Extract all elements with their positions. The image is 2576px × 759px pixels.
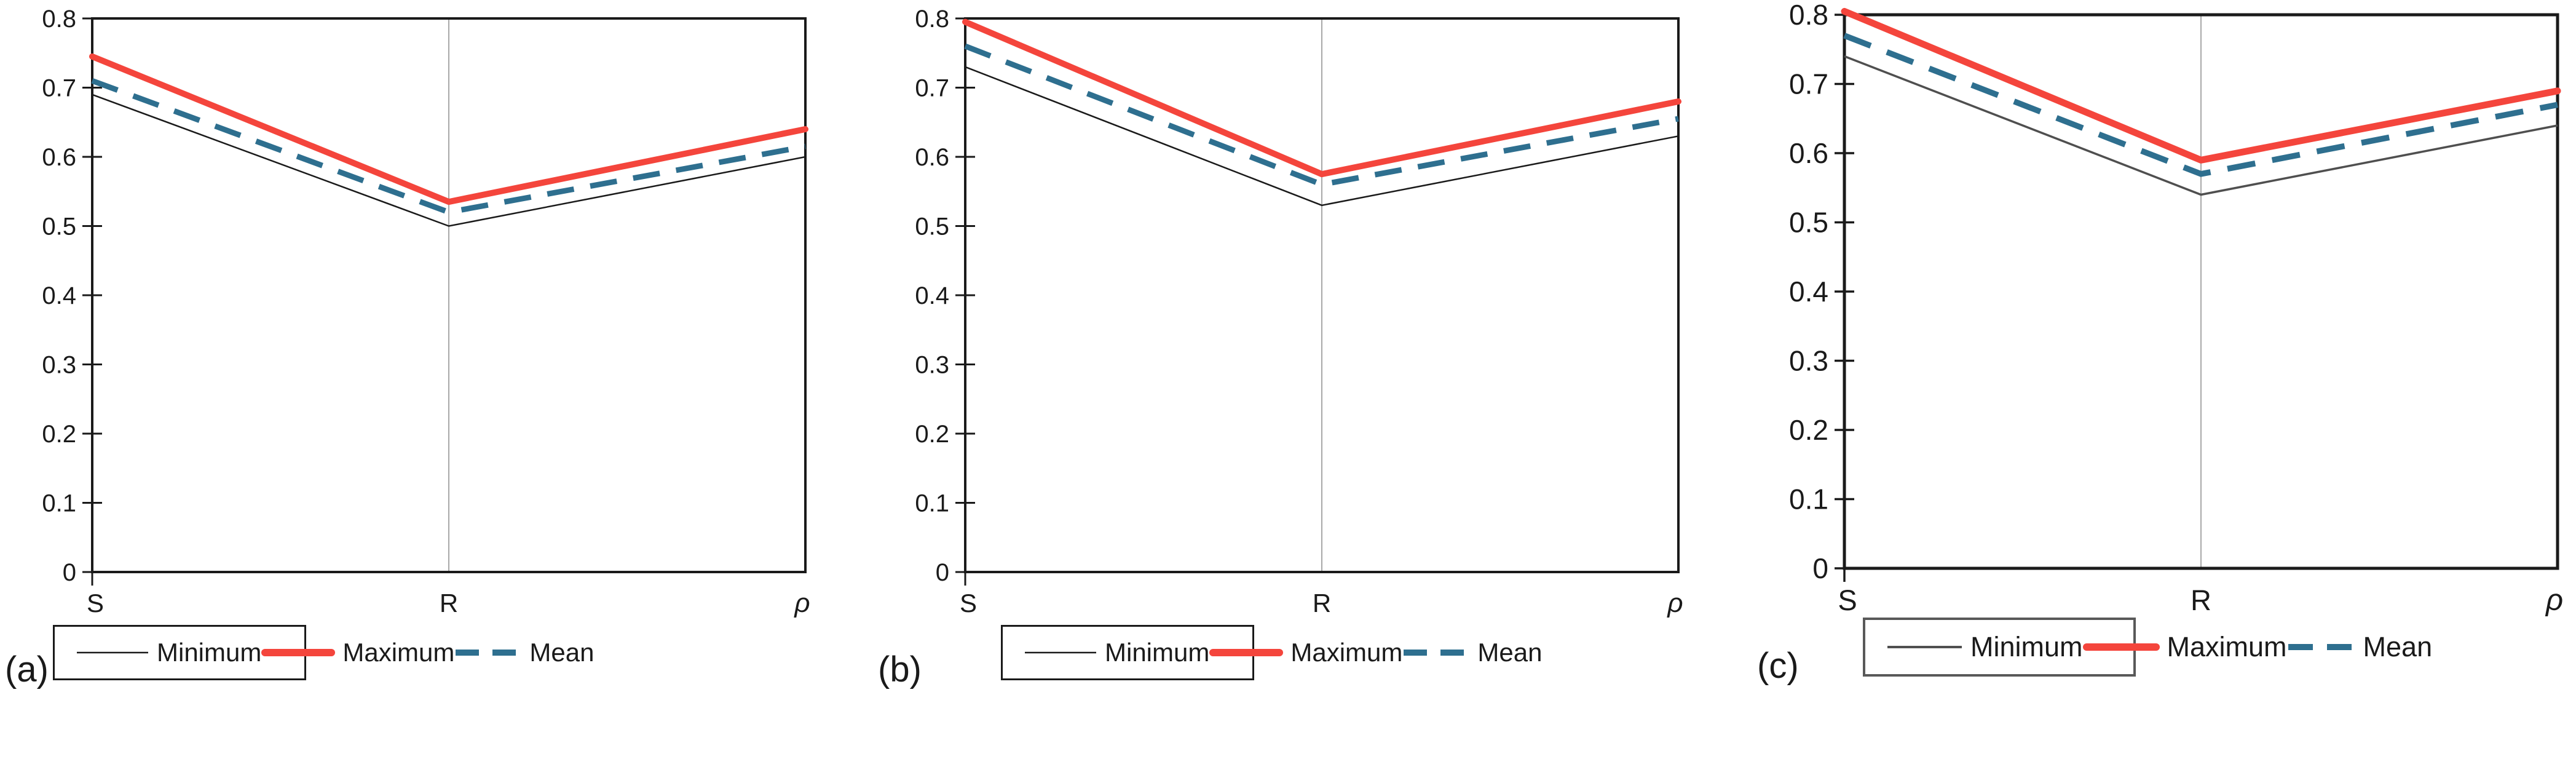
y-tick-label: 0.5 [915, 213, 949, 240]
y-tick-label: 0.6 [42, 144, 76, 171]
maximum-line-sample-icon [261, 649, 336, 656]
y-tick-label: 0.2 [915, 421, 949, 448]
legend-label-maximum: Maximum [342, 638, 455, 667]
y-tick-label: 0.8 [1789, 0, 1828, 31]
legend-entry-mean: Mean [1402, 638, 1542, 667]
chart-a-canvas: 0.8 0.7 0.6 0.5 0.4 0.3 0.2 0.1 0 S R ρ [42, 6, 810, 618]
maximum-line-sample-icon [2082, 643, 2160, 651]
legend-entry-minimum: Minimum [76, 638, 261, 667]
mean-line [964, 43, 1679, 188]
legend-entry-mean: Mean [2287, 631, 2433, 663]
y-tick-marks [82, 17, 102, 586]
chart-c-canvas: 0.8 0.7 0.6 0.5 0.4 0.3 0.2 0.1 0 S R ρ [1789, 0, 2563, 617]
legend-entry-minimum: Minimum [1024, 638, 1209, 667]
minimum-line-sample-icon [1887, 646, 1962, 648]
maximum-line [89, 53, 808, 205]
legend-entry-maximum: Maximum [2082, 631, 2287, 663]
y-tick-label: 0.7 [915, 75, 949, 102]
x-label-rho: ρ [1666, 588, 1683, 618]
minimum-line-sample-icon [77, 651, 148, 654]
y-tick-label: 0.1 [42, 490, 76, 517]
chart-b-canvas: 0.8 0.7 0.6 0.5 0.4 0.3 0.2 0.1 0 S R ρ [915, 6, 1683, 618]
mean-line-sample-icon [2288, 644, 2355, 650]
legend-entry-minimum: Minimum [1886, 631, 2083, 663]
x-label-s: S [960, 589, 977, 618]
mean-line-sample-icon [456, 650, 521, 656]
y-tick-label: 0.3 [1789, 345, 1828, 377]
y-tick-label: 0.8 [915, 6, 949, 33]
legend-row-a: (a) Minimum Maximum Mean [0, 625, 594, 689]
y-tick-label: 0.4 [42, 282, 76, 309]
legend-box-c: Minimum Maximum Mean [1863, 618, 2432, 677]
legend-entry-maximum: Maximum [1209, 638, 1402, 667]
y-tick-label: 0.1 [915, 490, 949, 517]
legend-label-mean: Mean [2363, 631, 2433, 662]
y-tick-label: 0.2 [1789, 414, 1828, 446]
legend-box-a: Minimum Maximum Mean [53, 625, 594, 680]
legend-label-maximum: Maximum [1290, 638, 1403, 667]
minimum-line-sample-icon [1025, 651, 1096, 654]
x-label-r: R [1313, 589, 1331, 618]
y-tick-label: 0 [936, 559, 949, 586]
x-label-rho: ρ [793, 588, 810, 618]
x-label-s: S [1838, 584, 1857, 616]
panel-c: 0.8 0.7 0.6 0.5 0.4 0.3 0.2 0.1 0 S R ρ … [1752, 0, 2576, 755]
legend-box-b: Minimum Maximum Mean [1001, 625, 1542, 680]
x-label-r: R [2191, 584, 2211, 616]
minimum-line [92, 93, 806, 227]
panel-caption-b: (b) [878, 650, 922, 689]
y-tick-label: 0 [63, 559, 76, 586]
legend-label-minimum: Minimum [157, 638, 262, 667]
x-label-s: S [87, 589, 104, 618]
y-tick-marks [955, 17, 975, 586]
y-tick-label: 0.2 [42, 421, 76, 448]
y-tick-label: 0.4 [1789, 276, 1828, 308]
mean-line-sample-icon [1404, 650, 1469, 656]
legend-label-minimum: Minimum [1970, 631, 2083, 662]
maximum-line [962, 18, 1681, 178]
panel-a: 0.8 0.7 0.6 0.5 0.4 0.3 0.2 0.1 0 S R ρ … [0, 0, 824, 759]
legend-entry-maximum: Maximum [261, 638, 454, 667]
legend-label-mean: Mean [529, 638, 595, 667]
y-tick-label: 0.3 [42, 352, 76, 379]
y-tick-label: 0.5 [1789, 207, 1828, 239]
maximum-line [1841, 7, 2561, 164]
maximum-line-sample-icon [1209, 649, 1284, 656]
mean-line [91, 78, 806, 215]
panel-caption-c: (c) [1757, 646, 1799, 686]
y-tick-label: 0.7 [1789, 68, 1828, 100]
panel-caption-a: (a) [5, 650, 49, 689]
y-tick-label: 0.5 [42, 213, 76, 240]
legend-entry-mean: Mean [454, 638, 594, 667]
y-tick-label: 0.8 [42, 6, 76, 33]
panel-b: 0.8 0.7 0.6 0.5 0.4 0.3 0.2 0.1 0 S R ρ … [873, 0, 1697, 759]
y-tick-label: 0.6 [915, 144, 949, 171]
mean-line [1843, 33, 2558, 177]
legend-label-minimum: Minimum [1105, 638, 1210, 667]
minimum-line [965, 66, 1679, 207]
x-label-rho: ρ [2545, 584, 2563, 617]
legend-label-maximum: Maximum [2167, 631, 2287, 662]
legend-row-b: (b) Minimum Maximum Mean [873, 625, 1542, 689]
y-tick-label: 0.6 [1789, 137, 1828, 169]
y-tick-label: 0.3 [915, 352, 949, 379]
y-tick-label: 0.1 [1789, 483, 1828, 515]
y-tick-label: 0.4 [915, 282, 949, 309]
x-label-r: R [440, 589, 458, 618]
y-tick-label: 0 [1812, 552, 1828, 584]
minimum-line [1844, 55, 2558, 196]
legend-row-c: (c) Minimum Maximum Mean [1752, 618, 2432, 686]
y-tick-label: 0.7 [42, 75, 76, 102]
legend-label-mean: Mean [1477, 638, 1543, 667]
